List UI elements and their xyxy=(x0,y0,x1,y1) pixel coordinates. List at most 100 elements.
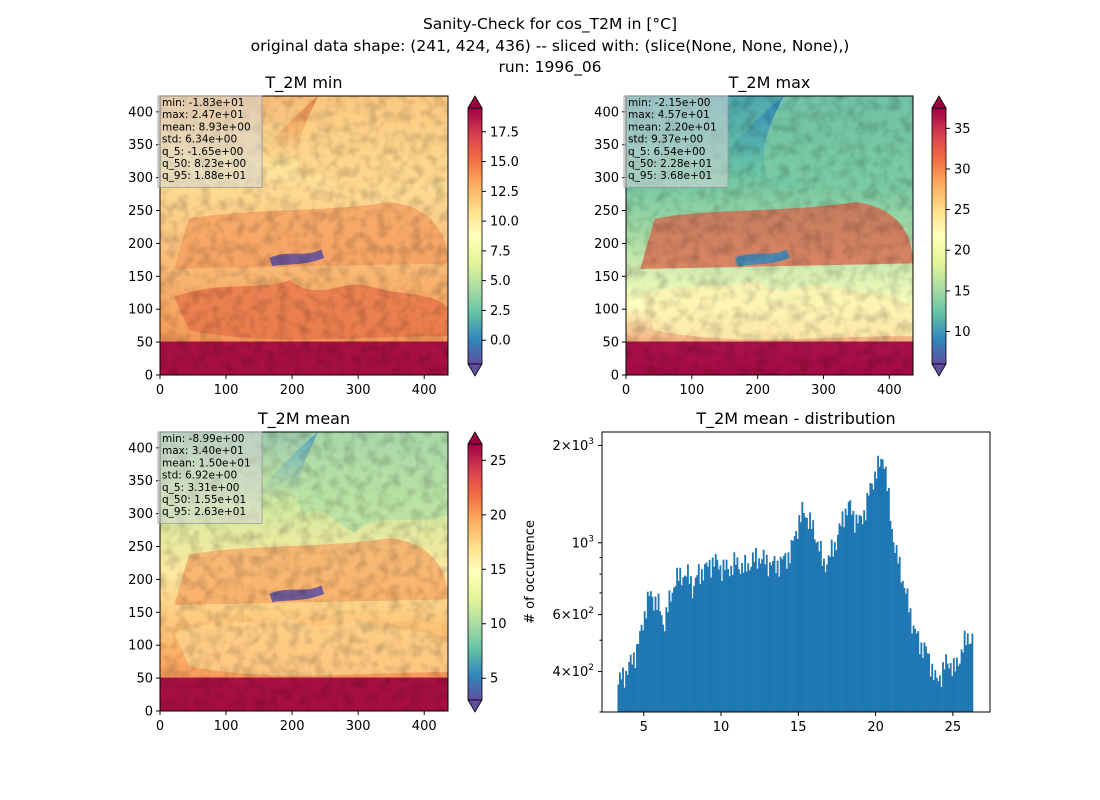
histogram-bar xyxy=(971,633,974,712)
histogram-bar xyxy=(645,618,648,712)
histogram-y-tick-label: 4×102 xyxy=(553,663,594,680)
histogram-bar xyxy=(911,633,914,712)
histogram-title: T_2M mean - distribution xyxy=(695,409,895,429)
map-min-y-tick-label: 300 xyxy=(128,171,153,186)
histogram-bar xyxy=(705,562,708,712)
histogram-bar xyxy=(748,570,751,712)
histogram-bar xyxy=(827,555,830,712)
histogram-bar xyxy=(657,593,660,712)
histogram-bar xyxy=(914,628,917,712)
map-min-axes: 0 100 200 300 400 0 50 100 150 200 250 300 350 400 xyxy=(128,95,449,398)
histogram-bar xyxy=(792,540,794,712)
histogram-bar xyxy=(711,557,714,712)
histogram-bar xyxy=(937,681,940,712)
histogram-bar xyxy=(869,482,872,712)
histogram-bar xyxy=(642,630,645,712)
histogram-bar xyxy=(620,679,623,712)
histogram-bar xyxy=(795,530,798,712)
histogram-bar xyxy=(946,663,949,712)
map-max-title: T_2M max xyxy=(728,73,811,93)
histogram-bar xyxy=(860,516,862,712)
map-max-stat-line: max: 4.57e+01 xyxy=(628,109,710,121)
histogram-bar xyxy=(872,489,875,712)
histogram-frame xyxy=(601,431,991,713)
histogram-bar xyxy=(708,559,711,712)
map-max-stat-line: min: -2.15e+00 xyxy=(628,97,710,109)
histogram-bar xyxy=(728,576,731,712)
histogram-bar xyxy=(909,608,912,712)
histogram-bar xyxy=(784,553,787,712)
map-min-y-tick-label: 50 xyxy=(136,336,153,351)
histogram-bar xyxy=(793,536,796,712)
histogram-bar xyxy=(952,658,955,712)
map-mean-frame xyxy=(159,431,449,712)
histogram-bar xyxy=(866,493,869,712)
histogram-bar xyxy=(923,642,926,712)
histogram-bar xyxy=(960,649,963,712)
histogram-bar xyxy=(683,575,686,712)
histogram-bar xyxy=(852,510,855,712)
histogram-bar xyxy=(875,478,878,712)
map-mean-stat-line: q_5: 3.31e+00 xyxy=(162,482,239,494)
map-max-x-tick-label: 200 xyxy=(745,383,770,398)
map-min-y-tick-label: 350 xyxy=(128,138,153,153)
map-max-colorbar-tick-label: 35 xyxy=(954,122,971,137)
histogram-bar xyxy=(623,687,626,712)
histogram-bar xyxy=(841,511,844,712)
histogram-bar xyxy=(810,528,813,712)
histogram-bar xyxy=(925,646,927,712)
histogram-bar xyxy=(962,652,965,712)
histogram-x-tick-label: 5 xyxy=(640,720,648,735)
histogram-bar xyxy=(821,565,824,712)
histogram-bar xyxy=(877,455,880,712)
histogram-bar xyxy=(700,569,703,712)
map-max-colorbar-tick-label: 30 xyxy=(954,162,971,177)
histogram-bar xyxy=(680,585,683,712)
histogram-bar xyxy=(773,556,776,712)
histogram-bar xyxy=(736,557,739,712)
histogram-bar xyxy=(636,643,638,712)
map-mean-colorbar-extend-max xyxy=(467,431,483,445)
histogram-bar xyxy=(716,559,719,712)
map-max-stat-line: q_50: 2.28e+01 xyxy=(628,158,712,170)
map-mean-x-tick-label: 0 xyxy=(156,719,164,734)
histogram-bar xyxy=(741,563,743,712)
histogram-bar xyxy=(889,520,892,712)
histogram-bar xyxy=(690,576,692,712)
histogram-bar xyxy=(670,601,672,712)
map-min-x-tick-label: 400 xyxy=(412,383,437,398)
histogram-bar xyxy=(772,561,774,712)
map-max-stats-bg xyxy=(623,95,729,188)
histogram-x-tick-label: 10 xyxy=(713,720,730,735)
histogram-bar xyxy=(665,607,668,712)
histogram-bar xyxy=(651,596,654,712)
histogram-bar xyxy=(915,633,918,712)
histogram-bar xyxy=(943,669,946,712)
map-min-colorbar-tick-label: 10.0 xyxy=(490,215,519,230)
map-mean-title: T_2M mean xyxy=(257,409,350,429)
histogram-bar xyxy=(897,563,900,712)
map-mean-stat-line: q_95: 2.63e+01 xyxy=(162,506,246,518)
histogram-bar xyxy=(833,542,836,712)
map-max-colorbar-tick-label: 25 xyxy=(954,203,971,218)
histogram-x-tick-label: 25 xyxy=(945,720,962,735)
map-min-colorbar-tick-label: 15.0 xyxy=(490,155,519,170)
histogram-bar xyxy=(765,554,768,712)
histogram-bars xyxy=(617,455,974,712)
map-min-stat-line: std: 6.34e+00 xyxy=(162,134,237,146)
histogram-bar xyxy=(804,517,807,712)
histogram-bar xyxy=(940,686,943,712)
histogram-bar xyxy=(679,567,682,712)
histogram-bar xyxy=(938,675,941,712)
histogram-bar xyxy=(908,612,910,712)
map-mean-y-tick-label: 0 xyxy=(145,705,153,720)
map-mean-x-tick-label: 200 xyxy=(280,719,305,734)
histogram-bar xyxy=(682,577,685,712)
map-mean-y-tick-label: 100 xyxy=(128,639,153,654)
histogram-bar xyxy=(894,552,897,712)
histogram-bar xyxy=(835,550,838,712)
map-max-x-tick-label: 400 xyxy=(877,383,902,398)
map-mean-y-tick-label: 200 xyxy=(128,573,153,588)
